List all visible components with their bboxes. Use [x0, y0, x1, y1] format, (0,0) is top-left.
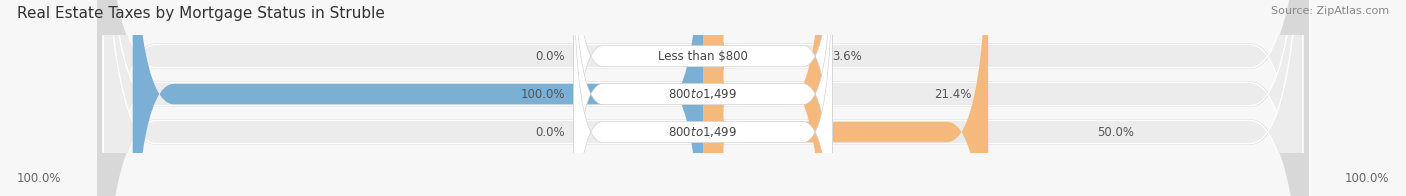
FancyBboxPatch shape: [703, 0, 825, 196]
FancyBboxPatch shape: [103, 0, 1303, 196]
FancyBboxPatch shape: [574, 0, 832, 196]
FancyBboxPatch shape: [103, 0, 1303, 196]
Text: $800 to $1,499: $800 to $1,499: [668, 87, 738, 101]
Text: $800 to $1,499: $800 to $1,499: [668, 125, 738, 139]
Text: 100.0%: 100.0%: [17, 172, 62, 185]
Text: 100.0%: 100.0%: [520, 88, 565, 101]
FancyBboxPatch shape: [103, 0, 1303, 196]
Text: Real Estate Taxes by Mortgage Status in Struble: Real Estate Taxes by Mortgage Status in …: [17, 6, 385, 21]
FancyBboxPatch shape: [97, 0, 1309, 196]
Text: Source: ZipAtlas.com: Source: ZipAtlas.com: [1271, 6, 1389, 16]
Text: 50.0%: 50.0%: [1097, 125, 1133, 139]
Text: 3.6%: 3.6%: [832, 50, 862, 63]
FancyBboxPatch shape: [574, 0, 832, 196]
FancyBboxPatch shape: [97, 0, 1309, 196]
Text: 0.0%: 0.0%: [536, 50, 565, 63]
Text: Less than $800: Less than $800: [658, 50, 748, 63]
Text: 21.4%: 21.4%: [934, 88, 972, 101]
FancyBboxPatch shape: [97, 0, 1309, 196]
Text: 100.0%: 100.0%: [1344, 172, 1389, 185]
FancyBboxPatch shape: [574, 0, 832, 196]
FancyBboxPatch shape: [703, 0, 988, 196]
Text: 0.0%: 0.0%: [536, 125, 565, 139]
FancyBboxPatch shape: [682, 0, 744, 196]
FancyBboxPatch shape: [132, 0, 703, 196]
